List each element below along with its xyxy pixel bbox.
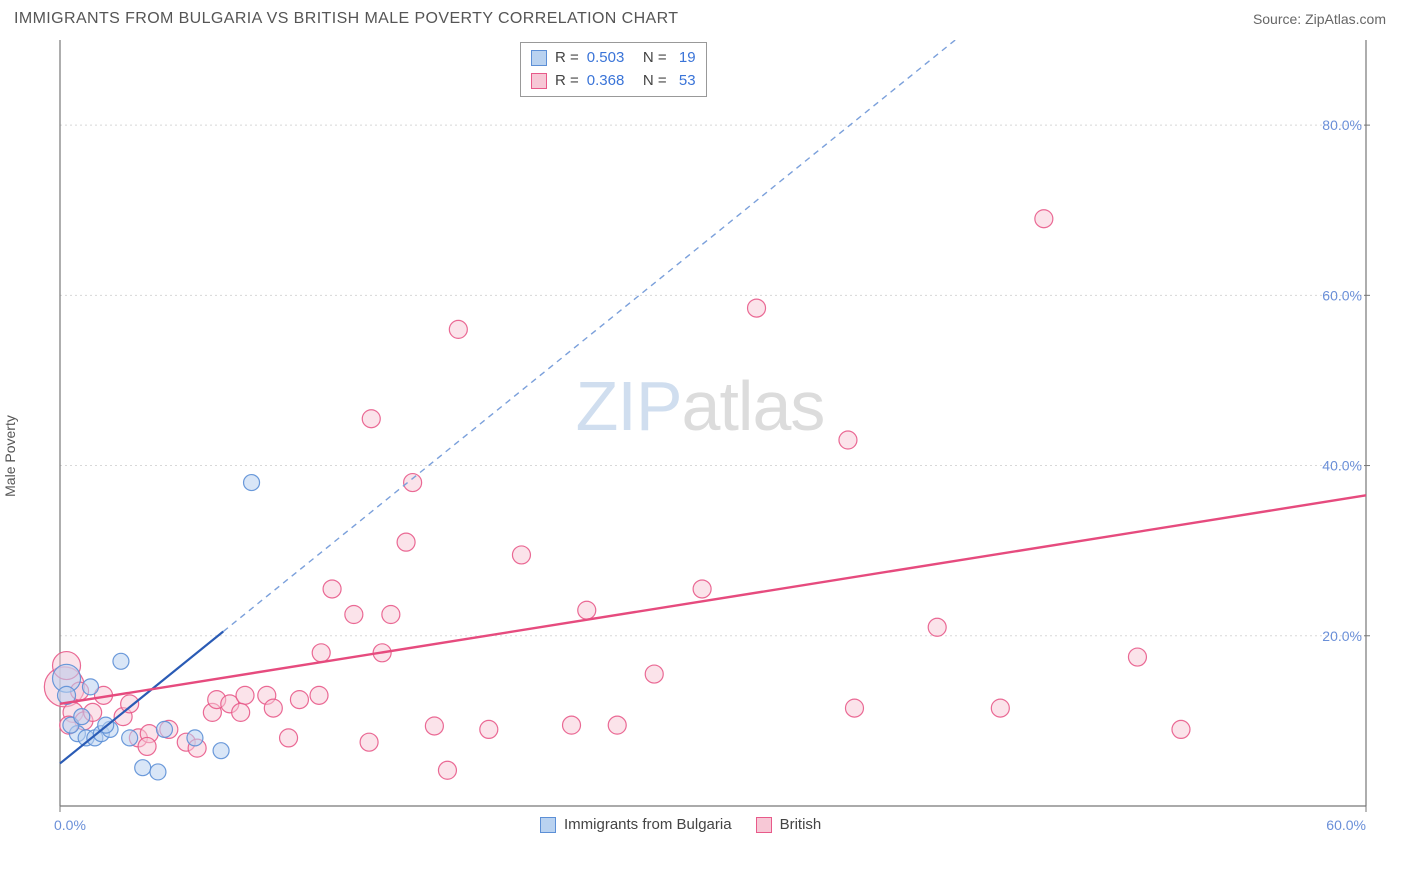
legend-stat-row: R = 0.368 N = 53 [531,70,696,93]
legend-label: Immigrants from Bulgaria [564,816,732,833]
legend-item: Immigrants from Bulgaria [540,816,732,833]
stat-n-label: N = [639,70,667,93]
svg-text:0.0%: 0.0% [54,817,86,833]
stat-r-label: R = [555,70,579,93]
stat-r-value: 0.503 [587,47,631,70]
stat-n-value: 19 [675,47,696,70]
svg-text:20.0%: 20.0% [1322,628,1362,644]
svg-text:80.0%: 80.0% [1322,117,1362,133]
legend-stat-row: R = 0.503 N = 19 [531,47,696,70]
legend-label: British [780,816,822,833]
legend-bottom: Immigrants from Bulgaria British [540,816,821,833]
y-axis-label: Male Poverty [2,415,18,497]
chart-container: Male Poverty 20.0%40.0%60.0%80.0%0.0%60.… [14,40,1386,872]
legend-swatch [531,50,547,66]
stat-r-value: 0.368 [587,70,631,93]
stat-n-value: 53 [675,70,696,93]
stat-n-label: N = [639,47,667,70]
source-attribution: Source: ZipAtlas.com [1253,11,1386,27]
legend-swatch [540,817,556,833]
scatter-chart: 20.0% 40.0% 60.0% 80.0% 0.0% 60.0% [14,40,1386,870]
legend-swatch [531,73,547,89]
svg-text:40.0%: 40.0% [1322,458,1362,474]
svg-text:60.0%: 60.0% [1322,287,1362,303]
legend-stats-box: R = 0.503 N = 19 R = 0.368 N = 53 [520,42,707,97]
legend-swatch [756,817,772,833]
stat-r-label: R = [555,47,579,70]
legend-item: British [756,816,822,833]
chart-title: IMMIGRANTS FROM BULGARIA VS BRITISH MALE… [14,10,678,28]
svg-text:60.0%: 60.0% [1326,817,1366,833]
